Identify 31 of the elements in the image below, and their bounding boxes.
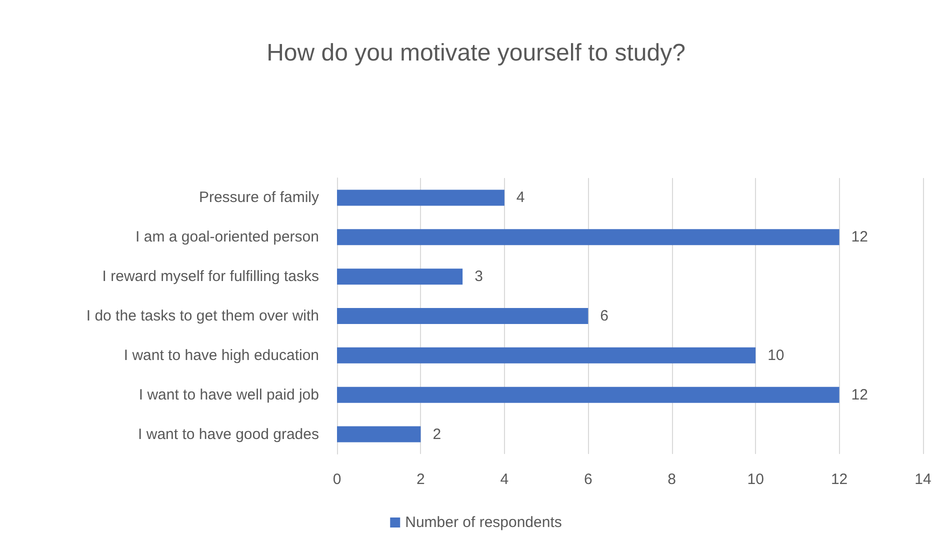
data-label: 3 [474,268,483,286]
y-tick-label: I do the tasks to get them over with [86,308,319,324]
bar [337,347,756,364]
bar [337,426,421,442]
x-tick-label: 6 [584,471,592,488]
y-tick-label: I want to have well paid job [138,386,319,404]
data-label: 2 [432,426,442,443]
data-label: 4 [516,189,525,206]
y-tick-label: I am a goal-oriented person [136,228,319,246]
x-tick-label: 0 [332,471,342,488]
data-label: 10 [768,346,784,364]
bar [337,229,840,246]
x-tick-label: 12 [830,471,848,488]
x-tick-label: 14 [914,471,932,488]
x-tick-label: 10 [747,471,764,488]
y-tick-label: I want to have high education [124,346,319,364]
y-tick-label: I reward myself for fulfilling tasks [102,268,319,286]
x-tick-label: 2 [416,471,425,488]
data-label: 12 [851,386,868,404]
data-label: 6 [600,308,608,324]
bar [337,386,840,403]
data-label: 12 [851,228,868,246]
bar [337,268,463,285]
bar [337,190,504,206]
chart-title: How do you motivate yourself to study? [266,40,686,66]
bar [337,308,588,324]
x-tick-label: 4 [500,471,509,488]
legend-label: Number of respondents [405,514,562,531]
y-tick-label: I want to have good grades [138,426,319,443]
y-tick-label: Pressure of family [198,189,320,206]
x-tick-label: 8 [668,471,676,488]
